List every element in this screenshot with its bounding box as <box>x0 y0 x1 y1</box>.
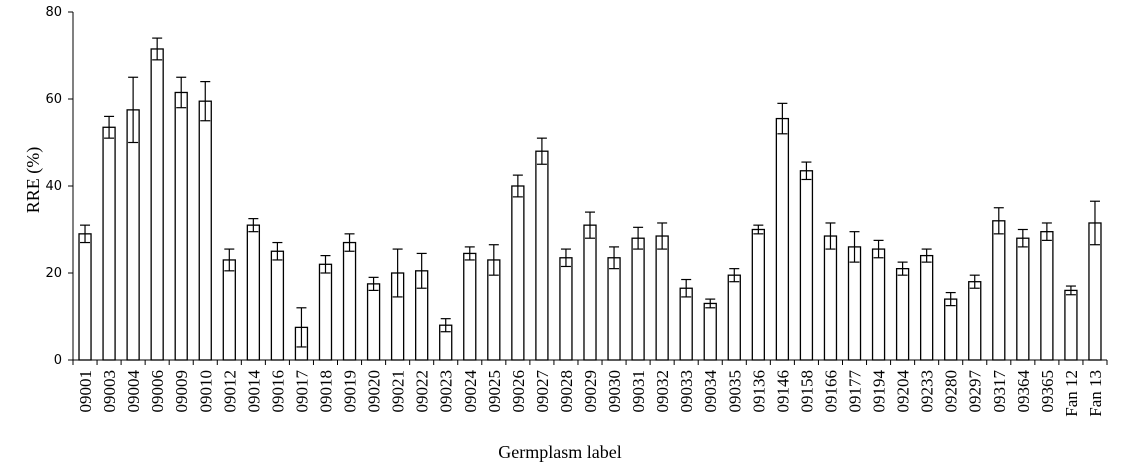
bars-group <box>78 48 1102 361</box>
bar <box>751 228 765 361</box>
bar <box>342 241 357 361</box>
x-tick-label: 09001 <box>76 370 95 413</box>
y-tick-label: 60 <box>45 92 62 107</box>
x-tick-label: 09365 <box>1038 370 1057 413</box>
bar <box>270 250 285 361</box>
y-tick-label: 40 <box>45 179 62 194</box>
x-tick-label: 09025 <box>485 370 504 413</box>
x-tick-label: 09136 <box>749 370 768 413</box>
bar <box>679 287 693 361</box>
bar <box>174 91 188 361</box>
bar <box>607 257 621 361</box>
bar <box>703 302 717 361</box>
x-tick-label: 09030 <box>605 370 624 413</box>
x-tick-label: 09035 <box>725 370 744 413</box>
bar <box>78 233 92 361</box>
x-tick-label: 09194 <box>870 370 889 413</box>
x-tick-label: 09297 <box>966 370 985 413</box>
x-tick-label: 09003 <box>100 370 119 413</box>
x-tick-label: 09158 <box>797 370 816 413</box>
y-tick-label: 20 <box>45 266 62 281</box>
bar <box>150 48 164 361</box>
x-tick-label: 09022 <box>413 370 432 413</box>
bar <box>895 267 910 361</box>
bar <box>583 224 597 361</box>
bar <box>246 224 261 361</box>
x-tick-label: 09012 <box>220 370 239 413</box>
x-tick-label: 09016 <box>268 370 287 413</box>
y-axis-title: RRE (%) <box>23 147 44 214</box>
x-tick-label: 09032 <box>653 370 672 413</box>
bar <box>535 150 549 361</box>
bar <box>1040 231 1054 361</box>
x-tick-label: 09018 <box>316 370 335 413</box>
bar <box>511 185 525 361</box>
x-tick-label: 09146 <box>773 370 792 413</box>
x-tick-label: 09204 <box>894 370 913 413</box>
bar <box>1016 237 1030 361</box>
error-bars-group <box>80 37 1100 348</box>
x-tick-label: 09004 <box>124 370 143 413</box>
bar <box>775 117 790 361</box>
bar <box>799 170 814 361</box>
x-tick-label: 09177 <box>846 370 865 413</box>
x-tick-label: 09317 <box>990 370 1009 413</box>
x-tick-label: 09033 <box>677 370 696 413</box>
bar <box>559 257 573 361</box>
bar <box>847 246 862 361</box>
bar <box>1064 289 1078 361</box>
x-tick-label: 09021 <box>389 370 408 413</box>
x-tick-label: 09006 <box>148 370 167 413</box>
y-axis: 0 20 40 60 80 <box>45 5 74 368</box>
x-tick-label: 09023 <box>437 370 456 413</box>
y-tick-label: 80 <box>45 5 62 20</box>
x-axis-title: Germplasm label <box>498 442 621 462</box>
bar <box>727 274 741 361</box>
bar <box>198 100 212 361</box>
x-tick-label: 09028 <box>557 370 576 413</box>
x-tick-label: 09020 <box>365 370 384 413</box>
bar <box>463 252 477 361</box>
x-tick-label: 09024 <box>461 370 480 413</box>
x-tick-label: 09166 <box>821 370 840 413</box>
bar <box>655 235 669 361</box>
bar <box>968 281 982 361</box>
bar <box>631 237 645 361</box>
x-tick-label: 09280 <box>942 370 961 413</box>
x-tick-label: 09364 <box>1014 370 1033 413</box>
bar <box>318 263 333 361</box>
x-tick-label: Fan 12 <box>1062 370 1081 417</box>
y-tick-label: 0 <box>54 353 62 368</box>
x-tick-label: 09029 <box>581 370 600 413</box>
x-axis <box>72 359 1108 365</box>
x-tick-label: 09034 <box>701 370 720 413</box>
x-tick-label: 09019 <box>341 370 360 413</box>
bar <box>919 254 934 361</box>
x-tick-label: 09017 <box>292 370 311 413</box>
category-labels: 09001 09003 09004 09006 09009 09010 09012 09014… <box>76 370 1105 417</box>
bar <box>992 220 1006 361</box>
bar <box>823 235 838 361</box>
bar <box>126 109 140 361</box>
x-tick-label: 09009 <box>172 370 191 413</box>
bar <box>366 283 381 361</box>
x-tick-label: 09031 <box>629 370 648 413</box>
x-tick-label: Fan 13 <box>1086 370 1105 417</box>
bar <box>871 248 886 361</box>
x-tick-label: 09026 <box>509 370 528 413</box>
bar <box>222 259 236 361</box>
x-tick-label: 09027 <box>533 370 552 413</box>
x-tick-label: 09233 <box>918 370 937 413</box>
x-tick-label: 09010 <box>196 370 215 413</box>
bar <box>102 126 116 361</box>
bar <box>944 298 958 361</box>
x-tick-label: 09014 <box>244 370 263 413</box>
